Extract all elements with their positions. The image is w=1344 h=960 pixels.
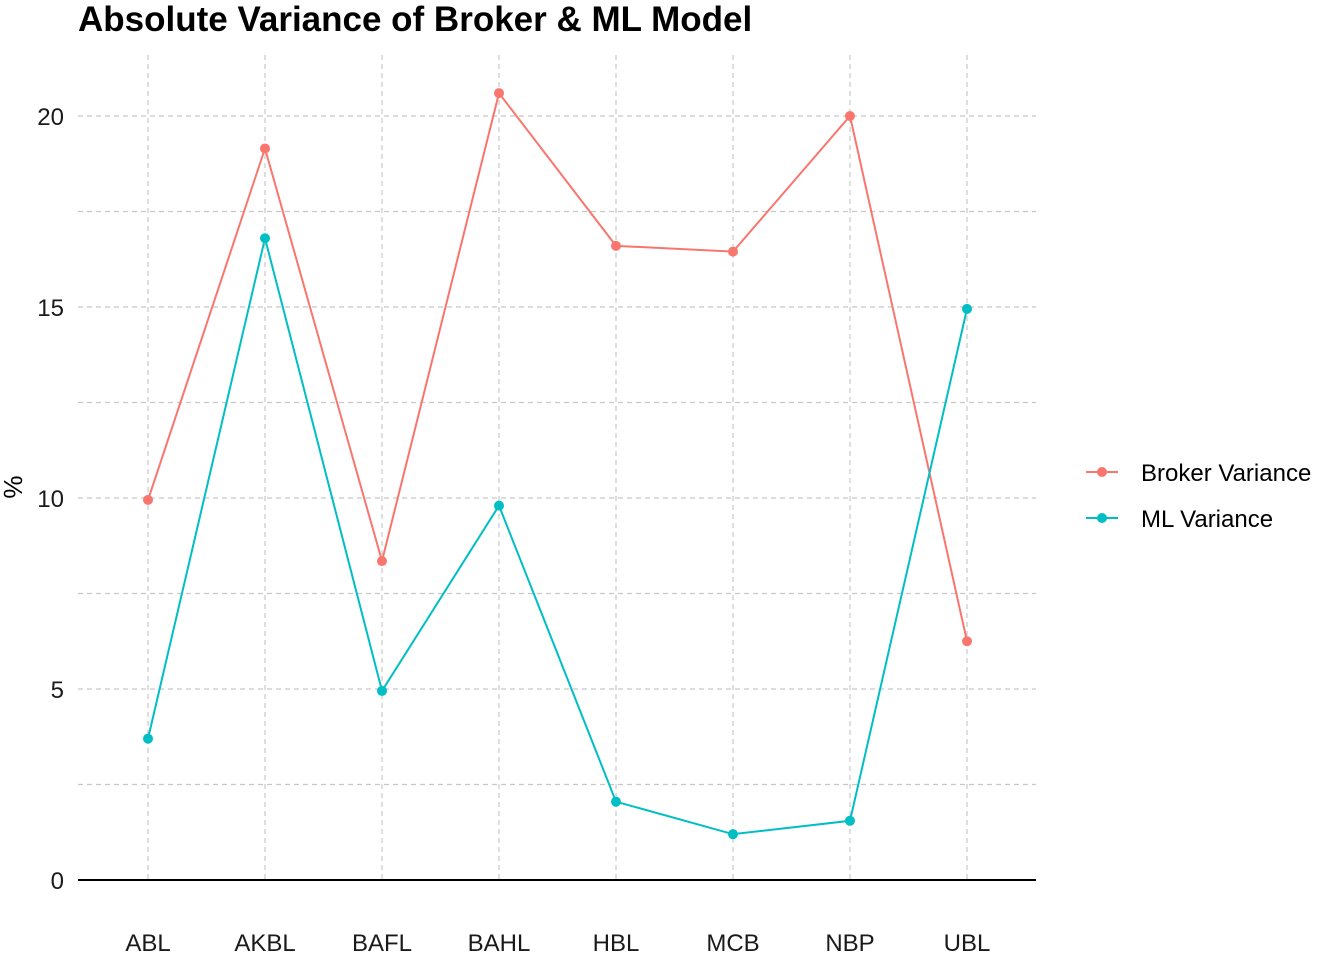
x-tick-label: HBL [593,930,640,957]
data-point [143,733,153,744]
data-point [845,815,855,826]
y-axis-label: % [0,475,28,498]
x-tick-label: UBL [944,930,991,957]
data-point [377,556,387,567]
series-layer [143,88,972,840]
data-point [260,233,270,244]
data-point [728,246,738,257]
y-tick-label: 15 [37,295,64,322]
data-point [377,685,387,696]
legend-item: ML Variance [1086,506,1273,533]
data-point [260,143,270,154]
y-tick-label: 10 [37,486,64,513]
series-line-0 [147,90,968,642]
x-tick-label: BAFL [352,930,412,957]
legend-label: ML Variance [1141,506,1273,533]
y-tick-label: 0 [51,868,64,895]
x-tick-label: MCB [706,930,759,957]
x-tick-label: AKBL [234,930,295,957]
y-axis-ticks: 0 5 10 15 20 [37,104,64,895]
chart-title: Absolute Variance of Broker & ML Model [78,0,752,39]
data-point [728,829,738,840]
data-point [611,796,621,807]
x-axis-ticks: ABL AKBL BAFL BAHL HBL MCB NBP UBL [125,930,990,957]
legend: Broker Variance ML Variance [1086,460,1311,533]
legend-label: Broker Variance [1141,460,1311,487]
x-tick-label: NBP [825,930,874,957]
data-point [962,636,972,647]
legend-item: Broker Variance [1086,460,1311,487]
data-point [143,494,153,505]
x-tick-label: BAHL [468,930,531,957]
legend-key-point [1097,513,1107,523]
grid-lines [78,55,1036,880]
data-point [611,240,621,251]
data-point [845,111,855,121]
y-tick-label: 5 [51,677,64,704]
y-tick-label: 20 [37,104,64,131]
data-point [494,88,504,99]
series-line-1 [147,237,968,836]
legend-key-point [1097,467,1107,477]
data-point [494,500,504,511]
data-point [962,303,972,314]
x-tick-label: ABL [125,930,170,957]
